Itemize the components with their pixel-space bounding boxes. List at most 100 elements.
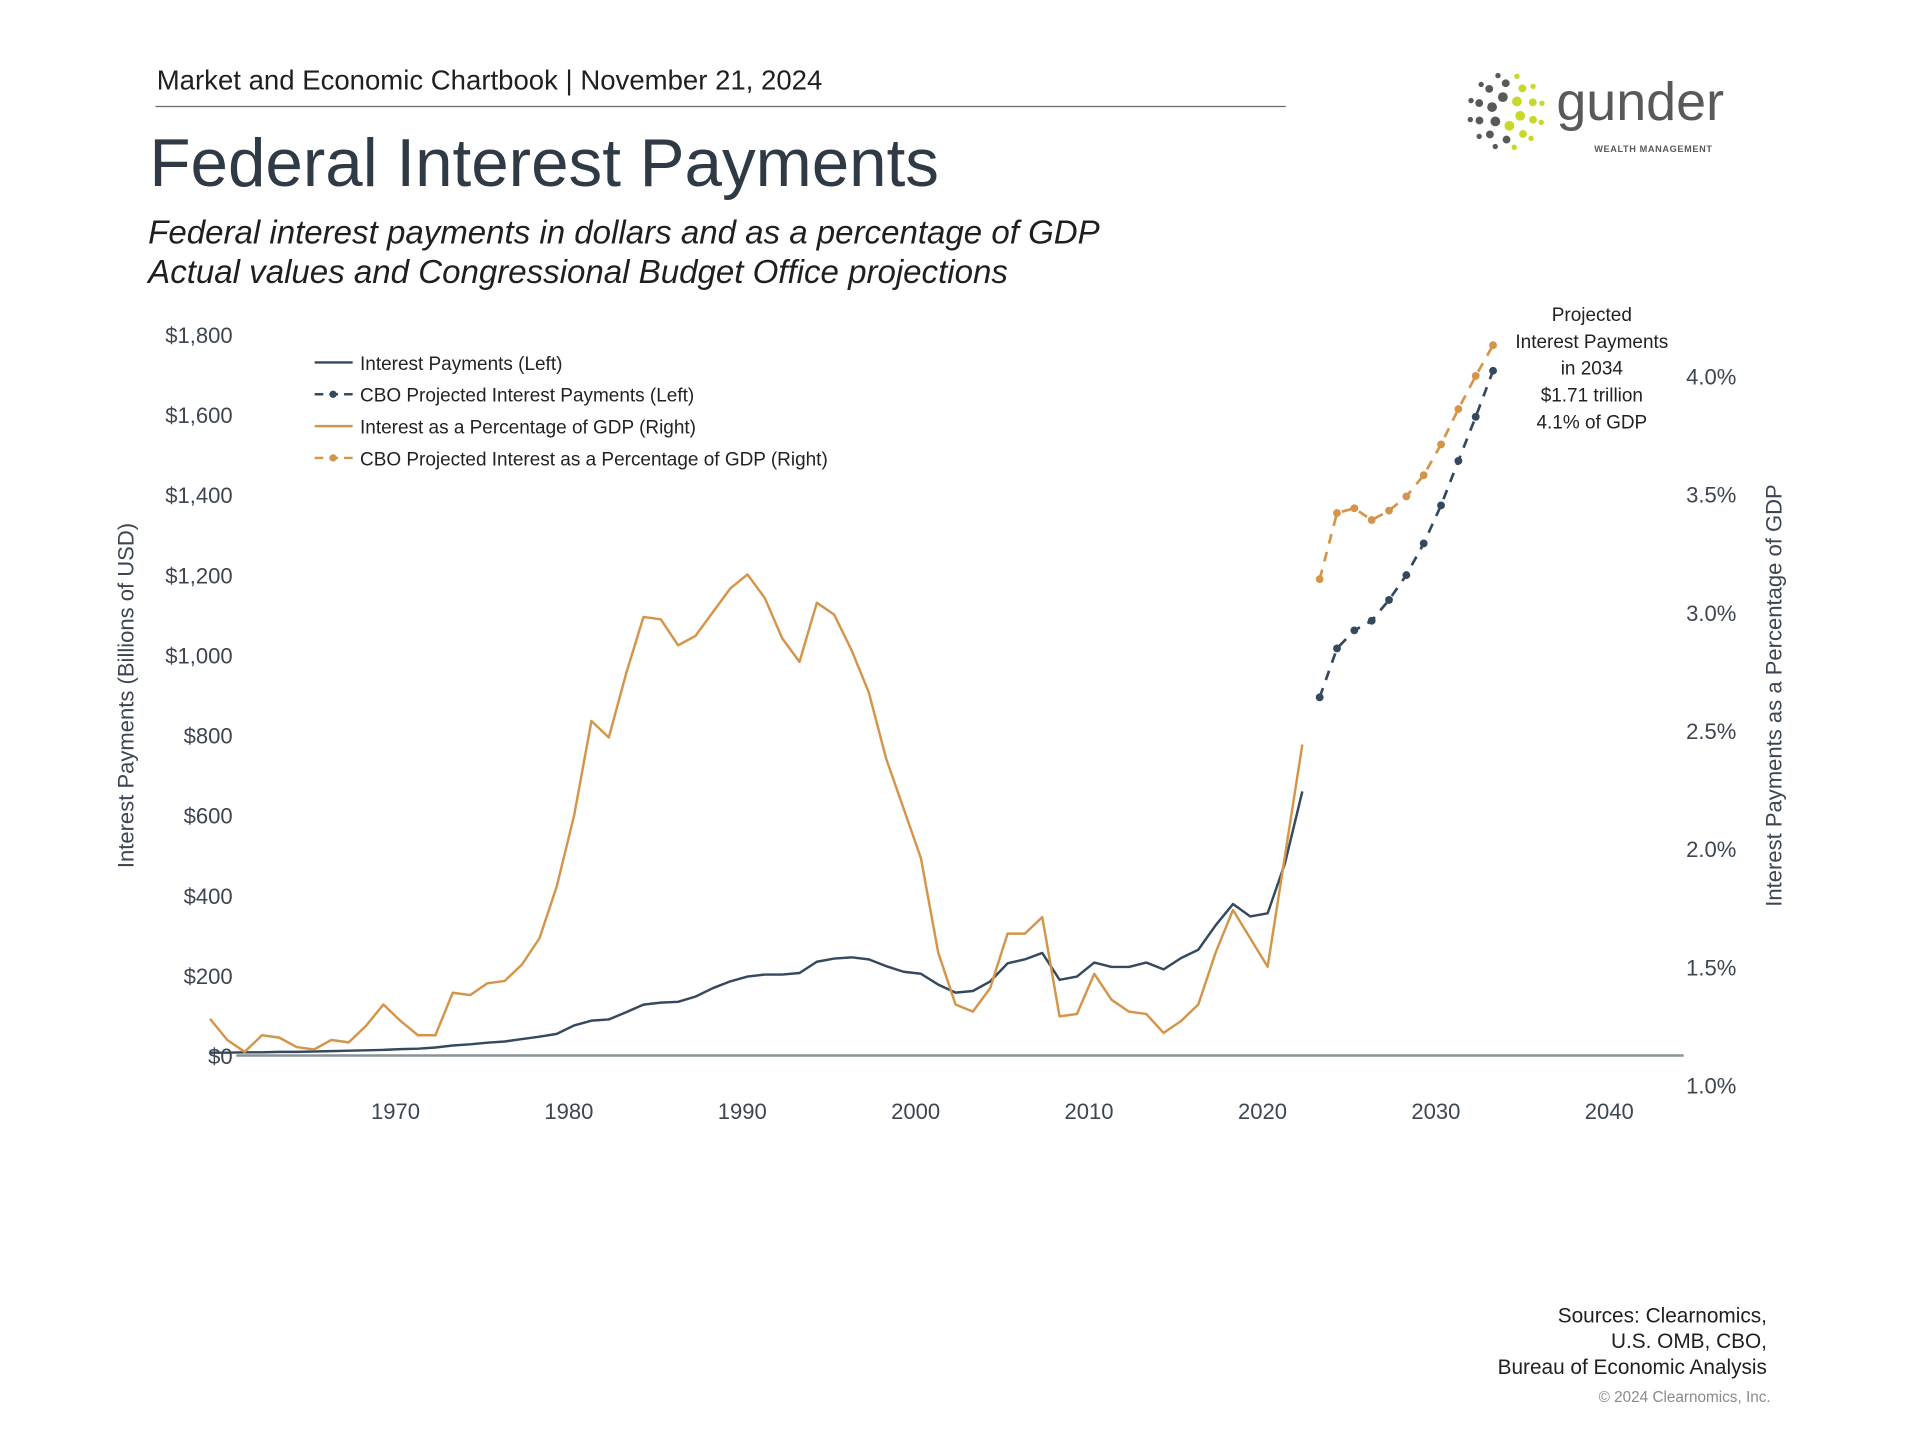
legend-marker-cbo-payments — [329, 390, 337, 398]
data-point — [1385, 596, 1393, 604]
logo-dot — [1518, 84, 1527, 93]
logo-dot — [1475, 99, 1484, 108]
logo-dot — [1475, 116, 1484, 125]
y-tick-left: $1,000 — [165, 643, 232, 668]
x-tick: 2000 — [891, 1099, 940, 1124]
y-tick-right: 1.5% — [1686, 955, 1736, 980]
data-point — [1315, 575, 1324, 584]
data-point — [1419, 539, 1428, 548]
data-point — [1333, 644, 1341, 653]
y-tick-left: $600 — [184, 804, 233, 829]
logo-dot — [1515, 110, 1526, 121]
logo-dot — [1511, 144, 1517, 150]
x-tick: 1990 — [718, 1099, 767, 1124]
page-title: Federal Interest Payments — [149, 126, 939, 201]
interest-payments-line — [209, 791, 1304, 1054]
logo-dot — [1487, 102, 1497, 112]
y-tick-left: $200 — [184, 964, 233, 989]
y-tick-left: $1,600 — [165, 403, 232, 428]
x-tick: 2030 — [1411, 1099, 1460, 1124]
logo-dot — [1476, 133, 1482, 140]
y-tick-left: $400 — [184, 884, 233, 909]
y-axis-left-title: Interest Payments (Billions of USD) — [113, 523, 138, 868]
logo-dot — [1478, 81, 1484, 88]
annotation-line: 4.1% of GDP — [1536, 413, 1647, 434]
y-tick-right: 2.0% — [1686, 837, 1736, 862]
data-point — [1489, 341, 1497, 350]
data-point — [1454, 456, 1463, 465]
annotation-line: Interest Payments — [1515, 332, 1668, 353]
interest-payments-line-group — [209, 791, 1304, 1054]
data-point — [1385, 506, 1393, 515]
y-tick-left: $1,400 — [165, 483, 232, 508]
logo-dot — [1500, 105, 1513, 118]
sources-line: U.S. OMB, CBO, — [1611, 1330, 1767, 1353]
legend-label: Interest Payments (Left) — [360, 354, 562, 375]
x-tick: 2010 — [1065, 1099, 1114, 1124]
x-tick: 1970 — [371, 1099, 420, 1124]
x-tick: 2040 — [1585, 1099, 1634, 1124]
chartbook-header: Market and Economic Chartbook | November… — [157, 64, 823, 95]
logo-dot — [1495, 72, 1501, 79]
data-point — [1437, 501, 1445, 510]
data-point — [1471, 412, 1480, 421]
data-point — [1471, 372, 1480, 380]
data-point — [1454, 405, 1463, 413]
data-point — [1350, 626, 1359, 635]
legend-label: Interest as a Percentage of GDP (Right) — [360, 417, 696, 438]
logo-dot — [1504, 120, 1515, 131]
logo-dot — [1528, 98, 1537, 107]
y-tick-right: 3.0% — [1686, 601, 1736, 626]
logo-dot — [1530, 83, 1536, 90]
logo-dot — [1485, 130, 1494, 139]
logo-tagline: WEALTH MANAGEMENT — [1594, 144, 1712, 154]
y-tick-right: 2.5% — [1686, 719, 1736, 744]
y-tick-right: 3.5% — [1686, 483, 1736, 508]
legend: Interest Payments (Left) CBO Projected I… — [314, 354, 828, 470]
logo-dot — [1528, 135, 1534, 142]
data-point — [1350, 504, 1359, 513]
cbo-projected-pct-gdp-line — [1318, 344, 1495, 580]
annotation-line: in 2034 — [1561, 359, 1623, 380]
subtitle-2: Actual values and Congressional Budget O… — [146, 254, 1008, 291]
projection-annotation: Projected Interest Payments in 2034 $1.7… — [1515, 305, 1668, 434]
annotation-line: Projected — [1552, 305, 1632, 326]
logo-dot — [1514, 73, 1520, 80]
logo-dot — [1492, 143, 1498, 150]
logo-dot — [1490, 116, 1501, 127]
legend-label: CBO Projected Interest as a Percentage o… — [360, 449, 828, 470]
y-tick-left: $800 — [184, 724, 233, 749]
interest-pct-gdp-line-group — [209, 573, 1304, 1054]
logo-dot — [1538, 119, 1544, 125]
sources-line: Bureau of Economic Analysis — [1498, 1356, 1767, 1379]
x-tick: 1980 — [544, 1099, 593, 1124]
data-point — [1419, 471, 1428, 480]
cbo-projected-payments-line-group — [1315, 366, 1497, 702]
data-point — [1402, 492, 1411, 501]
logo-dot — [1512, 96, 1522, 107]
logo-dot — [1539, 100, 1545, 106]
data-point — [1333, 509, 1341, 517]
cbo-projected-payments-line — [1318, 370, 1495, 698]
interest-pct-gdp-line — [209, 573, 1304, 1054]
data-point — [1489, 366, 1497, 375]
x-tick: 2020 — [1238, 1099, 1287, 1124]
sources-line: Sources: Clearnomics, — [1558, 1304, 1767, 1327]
logo-dot — [1502, 135, 1511, 144]
legend-label: CBO Projected Interest Payments (Left) — [360, 386, 694, 407]
logo-dot-sphere-icon — [1467, 72, 1545, 150]
logo-dot — [1467, 116, 1473, 123]
copyright: © 2024 Clearnomics, Inc. — [1599, 1389, 1771, 1406]
data-point — [1437, 440, 1445, 449]
logo-dot — [1519, 130, 1527, 138]
gunder-logo: gunder WEALTH MANAGEMENT — [1467, 72, 1724, 154]
data-point — [1315, 693, 1324, 702]
annotation-line: $1.71 trillion — [1541, 386, 1643, 407]
y-tick-left: $1,800 — [165, 323, 232, 348]
data-point — [1367, 516, 1376, 524]
y-axis-right-title: Interest Payments as a Percentage of GDP — [1762, 484, 1787, 906]
y-tick-right: 4.0% — [1686, 364, 1736, 389]
logo-dot — [1468, 97, 1474, 104]
data-point — [1402, 571, 1411, 580]
logo-wordmark: gunder — [1556, 72, 1724, 132]
